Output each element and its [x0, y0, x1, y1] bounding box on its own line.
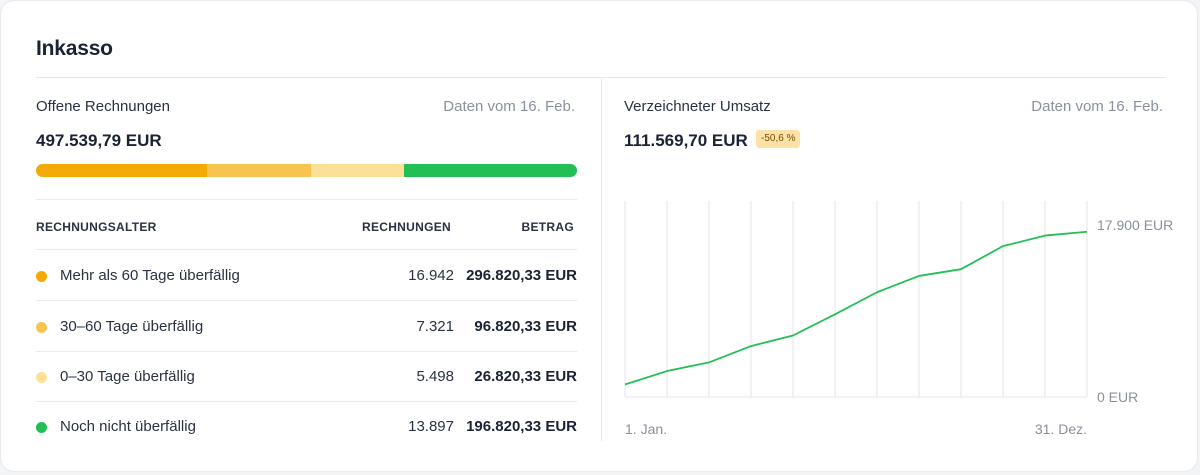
- table-divider: [36, 300, 577, 301]
- column-header-age[interactable]: RECHNUNGSALTER: [36, 220, 157, 234]
- y-tick-label: 0 EUR: [1097, 389, 1138, 405]
- status-dot: [36, 422, 47, 433]
- table-divider: [36, 351, 577, 352]
- row-amount: 26.820,33 EUR: [474, 368, 577, 385]
- revenue-date: Daten vom 16. Feb.: [1031, 98, 1163, 115]
- table-divider: [36, 249, 577, 250]
- table-top-divider: [36, 199, 577, 200]
- card-title: Inkasso: [36, 37, 113, 60]
- bar-segment: [311, 164, 405, 177]
- revenue-total: 111.569,70 EUR: [624, 131, 748, 150]
- table-row[interactable]: Mehr als 60 Tage überfällig 16.942 296.8…: [36, 251, 577, 301]
- row-amount: 296.820,33 EUR: [466, 267, 577, 284]
- invoice-age-bar: [36, 164, 577, 177]
- revenue-line-chart: 17.900 EUR 0 EUR 1. Jan. 31. Dez.: [624, 201, 1173, 437]
- column-header-amount[interactable]: BETRAG: [521, 220, 574, 234]
- row-count: 5.498: [416, 368, 454, 385]
- status-dot: [36, 372, 47, 383]
- revenue-heading: Verzeichneter Umsatz: [624, 98, 771, 115]
- table-divider: [36, 401, 577, 402]
- status-dot: [36, 271, 47, 282]
- bar-segment: [207, 164, 312, 177]
- column-divider: [601, 79, 602, 441]
- row-label: Noch nicht überfällig: [60, 418, 196, 435]
- x-tick-label: 1. Jan.: [625, 421, 667, 437]
- row-label: Mehr als 60 Tage überfällig: [60, 267, 240, 284]
- change-badge: -50,6 %: [756, 130, 801, 148]
- row-count: 16.942: [408, 267, 454, 284]
- status-dot: [36, 322, 47, 333]
- title-divider: [36, 77, 1165, 78]
- y-tick-label: 17.900 EUR: [1097, 217, 1173, 233]
- table-row[interactable]: 0–30 Tage überfällig 5.498 26.820,33 EUR: [36, 352, 577, 402]
- open-invoices-total: 497.539,79 EUR: [36, 131, 162, 150]
- row-label: 0–30 Tage überfällig: [60, 368, 195, 385]
- open-invoices-date: Daten vom 16. Feb.: [443, 98, 575, 115]
- x-tick-label: 31. Dez.: [1035, 421, 1087, 437]
- column-header-count[interactable]: RECHNUNGEN: [361, 220, 451, 234]
- table-row[interactable]: Noch nicht überfällig 13.897 196.820,33 …: [36, 402, 577, 452]
- series-line: [624, 230, 1088, 386]
- table-row[interactable]: 30–60 Tage überfällig 7.321 96.820,33 EU…: [36, 302, 577, 352]
- row-count: 7.321: [416, 318, 454, 335]
- row-count: 13.897: [408, 418, 454, 435]
- row-amount: 96.820,33 EUR: [474, 318, 577, 335]
- open-invoices-heading: Offene Rechnungen: [36, 98, 170, 115]
- row-label: 30–60 Tage überfällig: [60, 318, 204, 335]
- bar-segment: [404, 164, 577, 177]
- bar-segment: [36, 164, 208, 177]
- row-amount: 196.820,33 EUR: [466, 418, 577, 435]
